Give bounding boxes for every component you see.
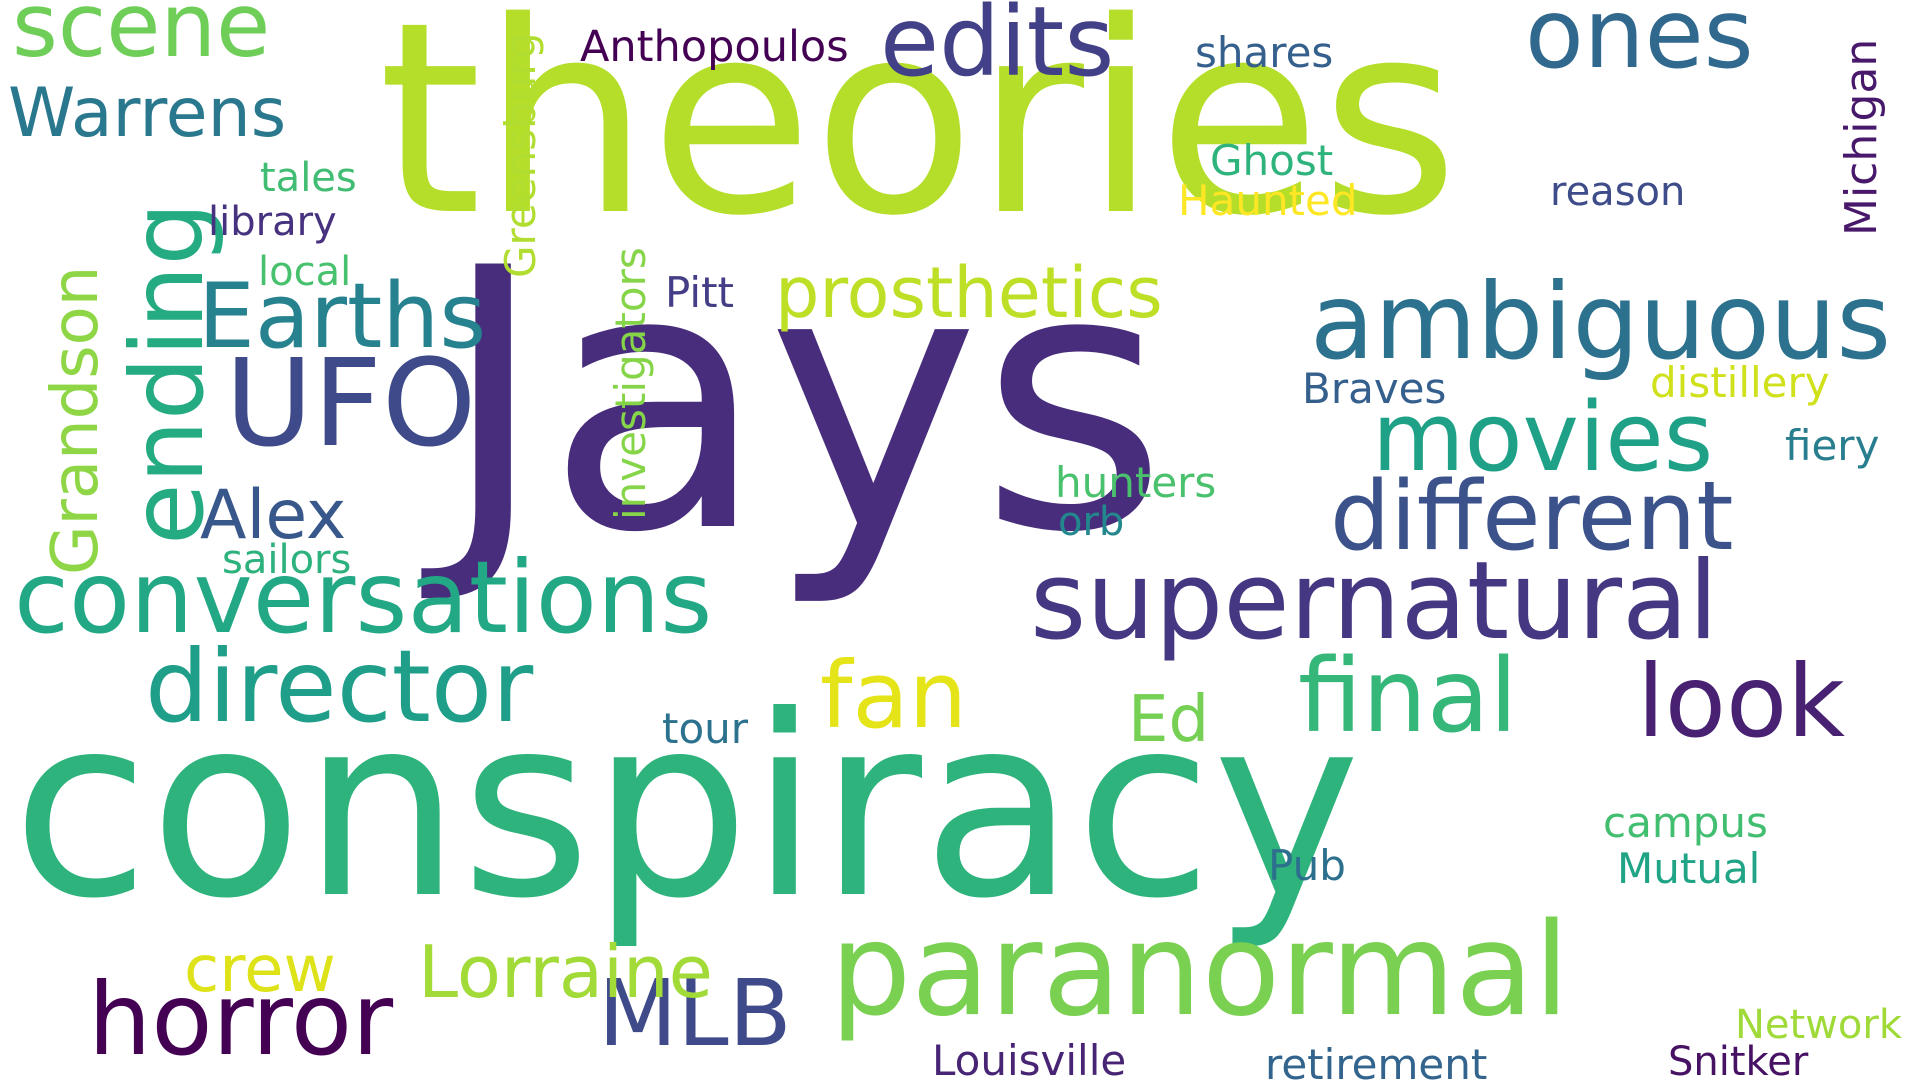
word-director: director <box>145 628 534 745</box>
word-fan: fan <box>820 642 968 749</box>
word-sailors: sailors <box>222 537 352 583</box>
word-hunters: hunters <box>1055 458 1217 507</box>
word-investigators: investigators <box>606 247 655 520</box>
word-greensburg: Greensburg <box>496 32 545 278</box>
word-library: library <box>208 199 337 245</box>
word-ambiguous: ambiguous <box>1310 261 1892 383</box>
word-pitt: Pitt <box>665 268 735 317</box>
word-retirement: retirement <box>1265 1040 1488 1080</box>
word-snitker: Snitker <box>1668 1039 1809 1080</box>
word-movies: movies <box>1372 383 1714 493</box>
word-network: Network <box>1735 1002 1903 1048</box>
word-tour: tour <box>662 704 749 753</box>
word-ghost: Ghost <box>1210 136 1334 185</box>
word-braves: Braves <box>1302 364 1447 413</box>
word-crew: crew <box>184 933 336 1007</box>
word-final: final <box>1298 637 1518 756</box>
word-ufo: UFO <box>225 335 477 474</box>
word-warrens: Warrens <box>8 74 287 153</box>
word-michigan: Michigan <box>1836 38 1887 236</box>
word-jays: Jays <box>440 192 1168 611</box>
word-lorraine: Lorraine <box>418 930 713 1014</box>
word-reason: reason <box>1550 169 1686 215</box>
word-orb: orb <box>1058 499 1125 545</box>
word-louisville: Louisville <box>932 1036 1127 1080</box>
word-tales: tales <box>260 155 357 201</box>
word-anthopoulos: Anthopoulos <box>580 22 849 72</box>
word-different: different <box>1330 462 1734 572</box>
word-edits: edits <box>880 0 1115 98</box>
word-alex: Alex <box>200 476 347 555</box>
word-pub: Pub <box>1268 841 1346 890</box>
word-fiery: fiery <box>1785 421 1880 470</box>
word-distillery: distillery <box>1650 358 1830 407</box>
word-shares: shares <box>1195 28 1334 77</box>
word-conspiracy: conspiracy <box>12 662 1361 953</box>
word-local: local <box>258 249 352 295</box>
word-grandson: Grandson <box>39 265 113 575</box>
word-ones: ones <box>1525 0 1754 90</box>
word-theories: theories <box>378 0 1459 274</box>
word-campus: campus <box>1603 798 1768 847</box>
word-scene: scene <box>12 0 271 77</box>
word-paranormal: paranormal <box>830 896 1570 1045</box>
word-supernatural: supernatural <box>1030 539 1719 664</box>
word-prosthetics: prosthetics <box>775 252 1163 334</box>
word-mlb: MLB <box>598 960 792 1067</box>
word-conversations: conversations <box>14 539 713 656</box>
word-ed: Ed <box>1128 683 1210 757</box>
word-mutual: Mutual <box>1617 844 1761 893</box>
word-earths: Earths <box>198 264 487 369</box>
word-haunted: Haunted <box>1178 176 1358 225</box>
word-look: look <box>1637 643 1846 760</box>
word-horror: horror <box>88 961 394 1078</box>
